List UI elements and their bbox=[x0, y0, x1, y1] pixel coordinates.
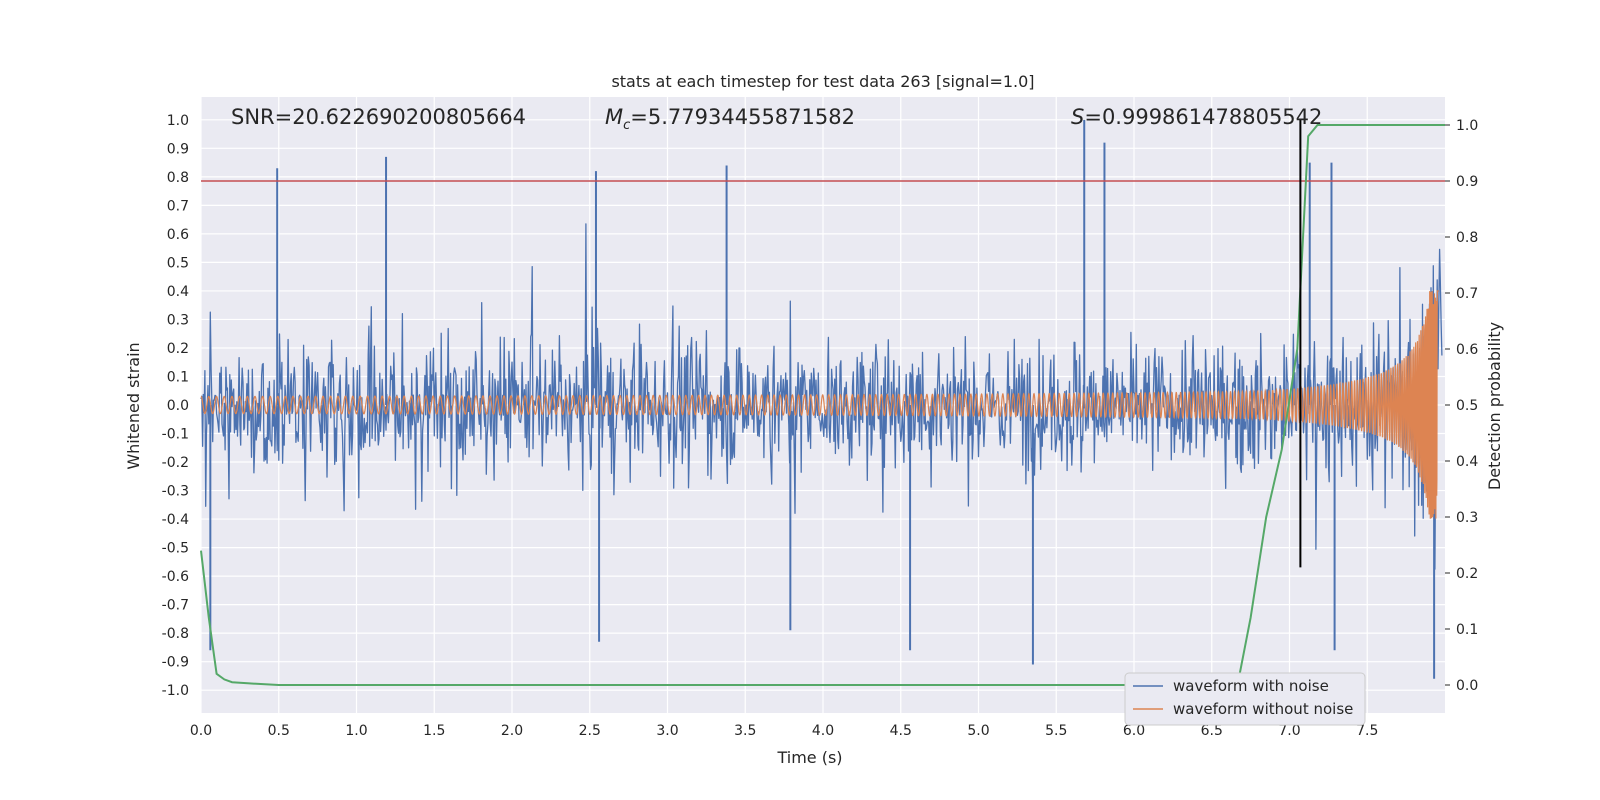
snr-annotation: SNR=20.622690200805664 bbox=[231, 105, 526, 129]
x-tick-label: 4.5 bbox=[890, 723, 912, 739]
y-tick-label: 0.3 bbox=[167, 312, 189, 328]
chirp-mass-symbol: M bbox=[605, 105, 623, 129]
y-axis-label: Whitened strain bbox=[124, 342, 143, 469]
legend: waveform with noise waveform without noi… bbox=[1124, 672, 1366, 726]
x-tick-label: 6.5 bbox=[1201, 723, 1223, 739]
chirp-mass-annotation: Mc=5.77934455871582 bbox=[605, 105, 855, 133]
y-tick-label: -0.8 bbox=[162, 626, 189, 642]
score-symbol: S bbox=[1071, 105, 1084, 129]
y-tick-label: -1.0 bbox=[162, 683, 189, 699]
y-tick-label: 0.1 bbox=[167, 369, 189, 385]
score-value: =0.999861478805542 bbox=[1084, 105, 1322, 129]
legend-label-clean: waveform without noise bbox=[1173, 700, 1353, 718]
y2-tick-label: 0.3 bbox=[1456, 510, 1478, 526]
y-tick-label: 0.0 bbox=[167, 398, 189, 414]
x-axis-label: Time (s) bbox=[776, 748, 842, 767]
x-tick-label: 2.5 bbox=[579, 723, 601, 739]
x-tick-label: 7.0 bbox=[1278, 723, 1300, 739]
y2-tick-label: 0.9 bbox=[1456, 174, 1478, 190]
legend-label-noise: waveform with noise bbox=[1173, 677, 1329, 695]
legend-box bbox=[1124, 672, 1366, 726]
x-tick-label: 1.5 bbox=[423, 723, 445, 739]
noisy-waveform-line bbox=[200, 223, 1443, 570]
x-tick-label: 0.0 bbox=[190, 723, 212, 739]
x-tick-label: 4.0 bbox=[812, 723, 834, 739]
y-tick-label: 0.2 bbox=[167, 341, 189, 357]
y2-tick-label: 0.1 bbox=[1456, 622, 1478, 638]
x-tick-label: 2.0 bbox=[501, 723, 523, 739]
y2-tick-label: 1.0 bbox=[1456, 118, 1478, 134]
y2-tick-label: 0.6 bbox=[1456, 342, 1478, 358]
y2-tick-label: 0.4 bbox=[1456, 454, 1478, 470]
x-tick-label: 0.5 bbox=[268, 723, 290, 739]
y-tick-label: -0.5 bbox=[162, 541, 189, 557]
x-tick-label: 5.0 bbox=[967, 723, 989, 739]
y-tick-label: -0.6 bbox=[162, 569, 189, 585]
y-tick-label: 0.4 bbox=[167, 284, 189, 300]
y2-tick-label: 0.7 bbox=[1456, 286, 1478, 302]
y-tick-label: -0.9 bbox=[162, 655, 189, 671]
y-tick-label: -0.4 bbox=[162, 512, 189, 528]
chirp-mass-subscript: c bbox=[623, 118, 630, 133]
y-tick-label: 0.8 bbox=[167, 170, 189, 186]
y-tick-label: 0.5 bbox=[167, 255, 189, 271]
y2-tick-label: 0.5 bbox=[1456, 398, 1478, 414]
y-tick-label: 0.7 bbox=[167, 198, 189, 214]
y2-tick-label: 0.0 bbox=[1456, 678, 1478, 694]
chart-title: stats at each timestep for test data 263… bbox=[611, 72, 1034, 91]
y-tick-label: 0.9 bbox=[167, 141, 189, 157]
y-tick-label: -0.7 bbox=[162, 598, 189, 614]
y-tick-label: -0.3 bbox=[162, 484, 189, 500]
chirp-mass-value: =5.77934455871582 bbox=[630, 105, 855, 129]
y-tick-label: 1.0 bbox=[167, 113, 189, 129]
y-tick-label: -0.2 bbox=[162, 455, 189, 471]
x-tick-label: 3.0 bbox=[656, 723, 678, 739]
x-tick-label: 5.5 bbox=[1045, 723, 1067, 739]
y2-tick-label: 0.8 bbox=[1456, 230, 1478, 246]
x-tick-label: 1.0 bbox=[345, 723, 367, 739]
y-tick-label: -0.1 bbox=[162, 427, 189, 443]
score-annotation: S=0.999861478805542 bbox=[1071, 105, 1322, 129]
clean-waveform-line bbox=[200, 290, 1439, 519]
x-tick-label: 7.5 bbox=[1356, 723, 1378, 739]
y-tick-label: 0.6 bbox=[167, 227, 189, 243]
y2-tick-label: 0.2 bbox=[1456, 566, 1478, 582]
x-tick-label: 3.5 bbox=[734, 723, 756, 739]
x-tick-label: 6.0 bbox=[1123, 723, 1145, 739]
y2-axis-label: Detection probability bbox=[1485, 322, 1504, 490]
